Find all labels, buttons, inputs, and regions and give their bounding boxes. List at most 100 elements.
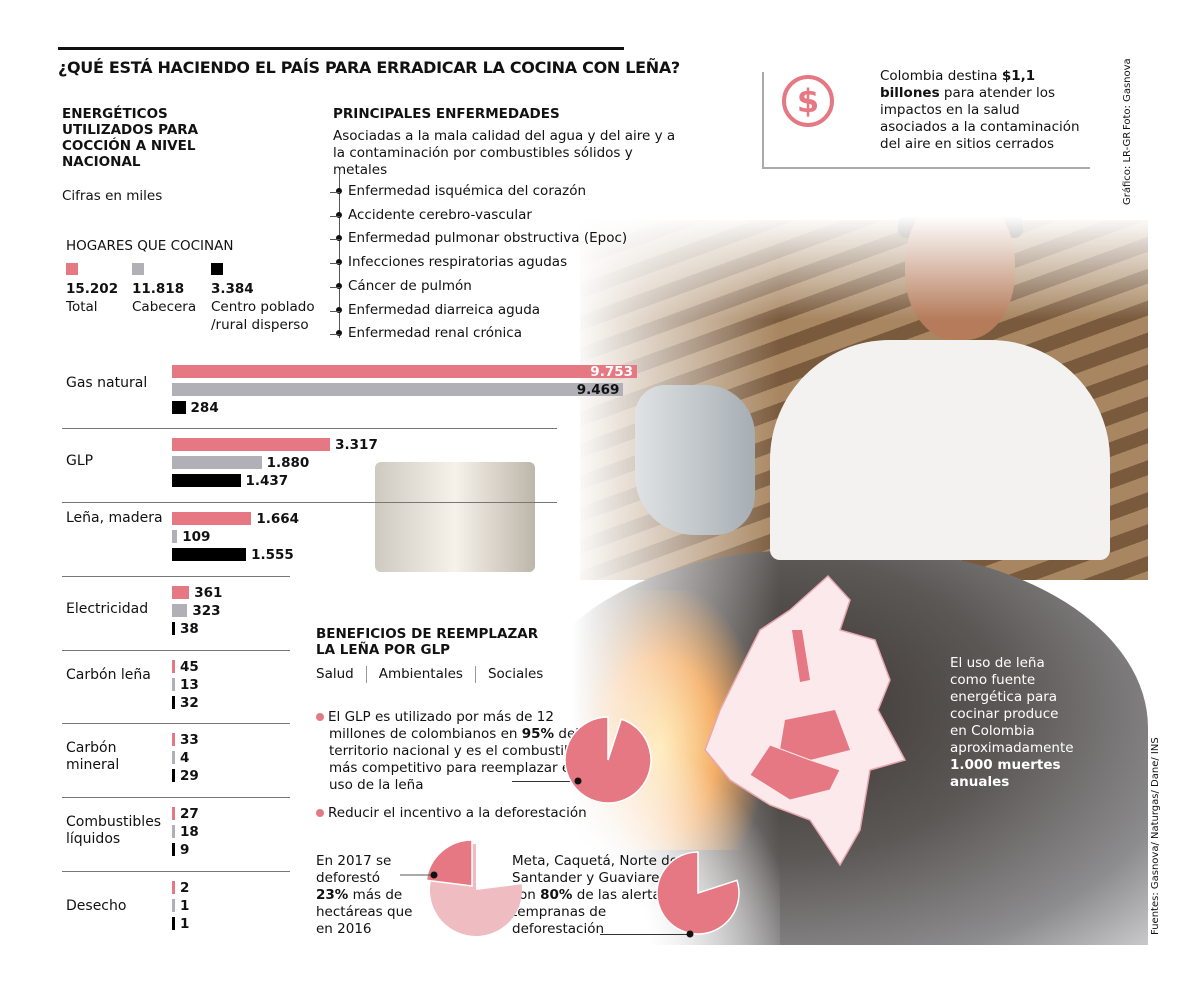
category-label: Desecho — [66, 898, 127, 914]
tick — [330, 192, 340, 193]
category-label: Leña, madera — [66, 510, 163, 526]
bar-rural — [172, 622, 175, 635]
divider — [58, 47, 624, 50]
bar-value-label: 284 — [190, 400, 219, 416]
disease-item: Infecciones respiratorias agudas — [336, 254, 567, 270]
bar-rural — [172, 696, 175, 709]
bar-rural — [172, 843, 175, 856]
region-norte-santander — [792, 630, 810, 682]
bar-total — [172, 881, 175, 894]
bullet-dot — [336, 188, 342, 194]
page-title: ¿QUÉ ESTÁ HACIENDO EL PAÍS PARA ERRADICA… — [58, 58, 680, 77]
bar-total — [172, 733, 175, 746]
category-label: Carbón leña — [66, 667, 151, 683]
region-guaviare-caqueta — [749, 744, 841, 801]
benefit-glp: El GLP es utilizado por más de 12 millon… — [316, 709, 586, 794]
disease-item: Accidente cerebro-vascular — [336, 207, 532, 223]
colombia-map — [704, 574, 907, 867]
tick — [330, 286, 340, 288]
category-label: Electricidad — [66, 601, 149, 617]
leader-dot — [686, 930, 694, 938]
bar-value-label: 1.437 — [245, 473, 289, 489]
bullet-dot — [336, 259, 342, 266]
benefit-tabs: Salud Ambientales Sociales — [316, 666, 543, 683]
disease-item: Enfermedad pulmonar obstructiva (Epoc) — [336, 230, 627, 246]
deforestation-text: En 2017 se deforestó 23% más de hectárea… — [316, 853, 413, 937]
group-separator — [62, 502, 557, 503]
pie-glp-value-slice — [564, 716, 652, 804]
group-separator — [62, 871, 290, 872]
disease-item: Cáncer de pulmón — [336, 278, 472, 294]
bar-value-label: 1.664 — [256, 511, 300, 527]
bar-total — [172, 512, 252, 525]
tick — [330, 215, 340, 217]
pot-photo — [375, 462, 535, 572]
bar-cabecera — [172, 383, 624, 396]
bar-value-label: 9.469 — [576, 382, 620, 398]
category-label: GLP — [66, 453, 94, 469]
bullet-dot — [336, 282, 342, 289]
bullet-dot — [336, 211, 342, 218]
tick — [330, 239, 340, 241]
tab-salud[interactable]: Salud — [316, 666, 367, 683]
diseases-subtitle: Asociadas a la mala calidad del agua y d… — [333, 128, 676, 178]
benefits-heading: BENEFICIOS DE REEMPLAZAR LA LEÑA POR GLP — [316, 626, 539, 658]
region-meta — [780, 710, 850, 760]
bar-value-label: 1 — [180, 916, 190, 932]
bar-cabecera — [172, 678, 175, 691]
bar-value-label: 45 — [180, 659, 199, 675]
disease-item: Enfermedad renal crónica — [336, 325, 522, 341]
callout-border — [762, 167, 1090, 169]
bar-value-label: 9.753 — [590, 364, 633, 380]
leader-dot — [574, 777, 582, 785]
category-label: Carbón mineral — [66, 740, 120, 773]
tab-sociales[interactable]: Sociales — [487, 666, 544, 682]
legend-swatch — [66, 263, 78, 275]
category-label: Combustibles líquidos — [66, 814, 162, 847]
bar-cabecera — [172, 530, 178, 543]
bar-value-label: 4 — [180, 750, 190, 766]
bar-rural — [172, 917, 175, 930]
legend-cabecera: 11.818 Cabecera — [132, 262, 207, 316]
svg-text:$: $ — [797, 82, 819, 120]
legend-swatch — [132, 263, 144, 275]
bar-rural — [172, 474, 241, 487]
bullet-dot — [316, 809, 324, 817]
tick — [330, 310, 340, 312]
bar-value-label: 32 — [180, 695, 199, 711]
legend-total: 15.202 Total — [66, 262, 126, 316]
energy-heading: ENERGÉTICOS UTILIZADOS PARA COCCIÓN A NI… — [62, 106, 199, 170]
map-text: El uso de leña como fuente energética pa… — [950, 655, 1074, 790]
bar-value-label: 13 — [180, 677, 199, 693]
bar-rural — [172, 401, 186, 414]
bar-rural — [172, 769, 175, 782]
bullet-dot — [336, 306, 342, 313]
group-separator — [62, 428, 557, 429]
legend-swatch — [211, 263, 223, 275]
pie-alerts-value-slice — [656, 851, 740, 935]
bar-cabecera — [172, 825, 175, 838]
bullet-dot — [336, 330, 342, 337]
bar-value-label: 1.555 — [251, 547, 294, 563]
bar-value-label: 1.880 — [266, 455, 310, 471]
leader-line — [512, 781, 578, 782]
bar-value-label: 3.317 — [335, 437, 378, 453]
diseases-line — [339, 170, 340, 338]
bar-value-label: 33 — [180, 732, 199, 748]
group-separator — [62, 797, 290, 798]
category-label: Gas natural — [66, 375, 148, 391]
bar-value-label: 18 — [180, 824, 199, 840]
diseases-heading: PRINCIPALES ENFERMEDADES — [333, 106, 560, 122]
bar-cabecera — [172, 899, 175, 912]
bullet-dot — [316, 713, 324, 721]
disease-item: Enfermedad diarreica aguda — [336, 302, 540, 318]
tab-ambientales[interactable]: Ambientales — [367, 666, 476, 683]
group-separator — [62, 650, 290, 651]
callout-border — [762, 72, 764, 169]
bar-cabecera — [172, 751, 175, 764]
bar-value-label: 29 — [180, 768, 199, 784]
bar-value-label: 109 — [182, 529, 211, 545]
disease-item: Enfermedad isquémica del corazón — [336, 183, 586, 199]
bar-value-label: 1 — [180, 898, 190, 914]
